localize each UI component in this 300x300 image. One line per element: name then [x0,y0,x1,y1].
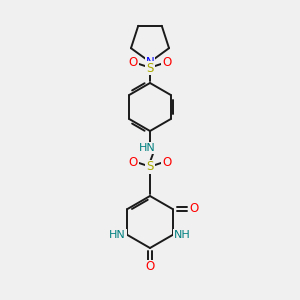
Text: O: O [189,202,198,215]
Text: S: S [146,160,154,173]
Text: O: O [128,155,138,169]
Text: HN: HN [139,143,155,153]
Text: O: O [162,56,172,70]
Text: O: O [162,155,172,169]
Text: O: O [146,260,154,274]
Text: S: S [146,61,154,74]
Text: O: O [128,56,138,70]
Text: HN: HN [109,230,126,240]
Text: N: N [146,56,154,68]
Text: NH: NH [174,230,191,240]
